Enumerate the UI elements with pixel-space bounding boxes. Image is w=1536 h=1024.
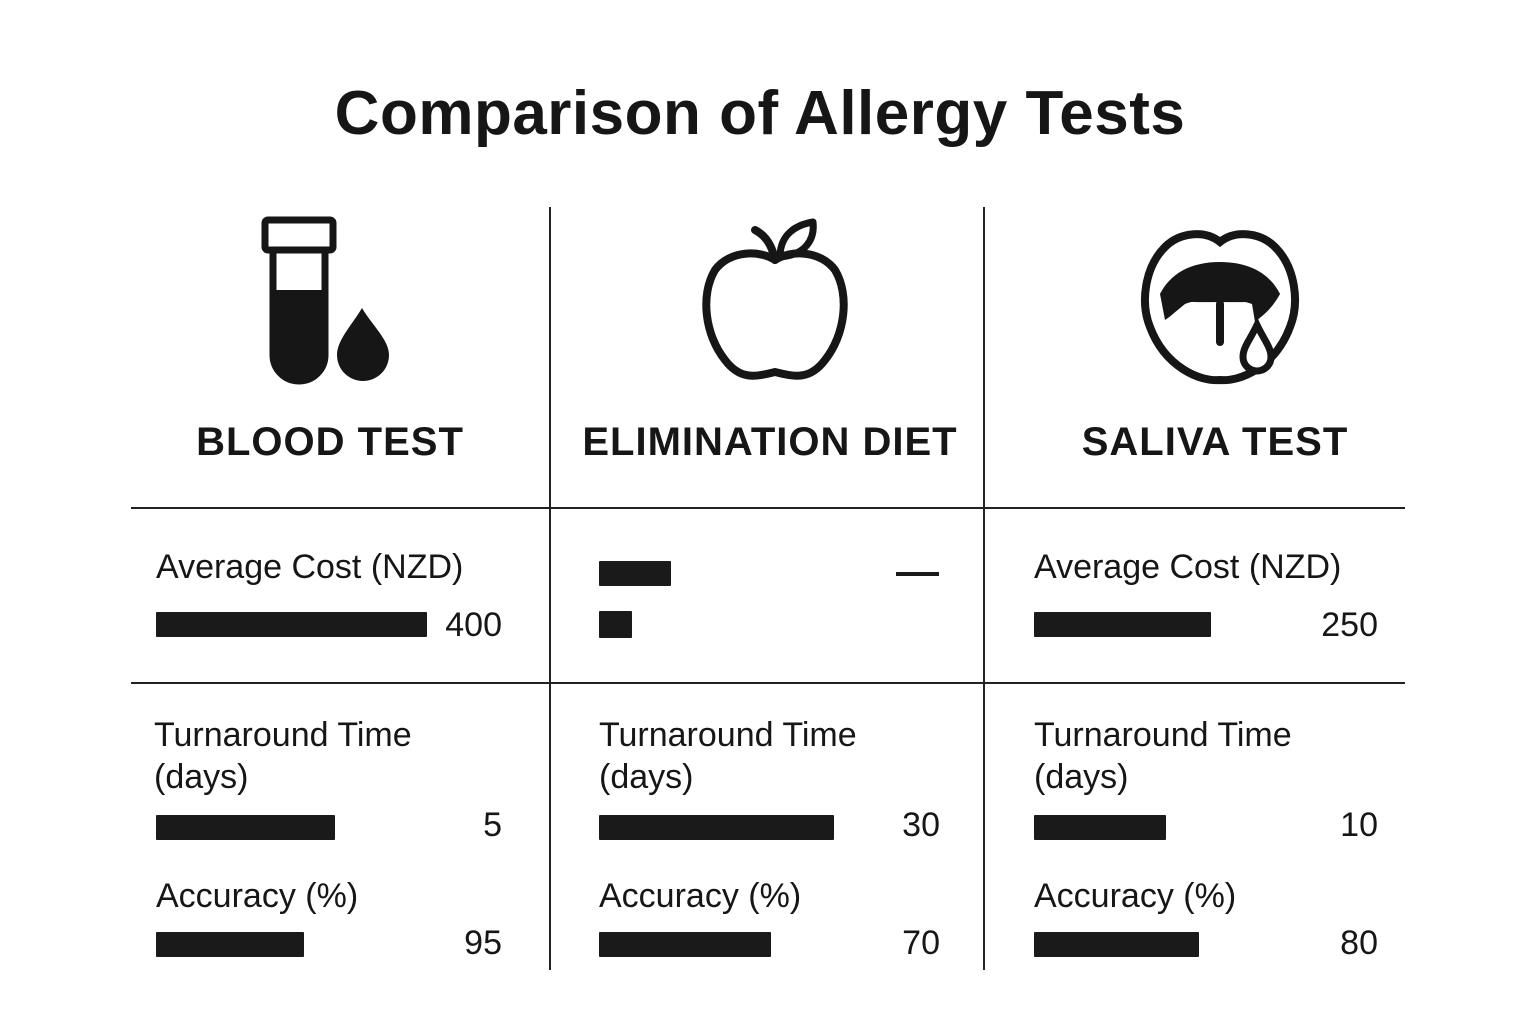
turnaround-label-saliva: Turnaround Time (days) — [1034, 716, 1292, 796]
column-divider — [983, 207, 985, 970]
turnaround-label-blood: Turnaround Time (days) — [154, 716, 412, 796]
row-divider — [131, 507, 1405, 509]
accuracy-label-blood: Accuracy (%) — [156, 877, 359, 915]
accuracy-bar-blood — [156, 932, 304, 957]
column-header-saliva-test: SALIVA TEST — [1081, 420, 1349, 464]
turnaround-value-elimination: 30 — [902, 806, 940, 844]
row-divider — [131, 682, 1405, 684]
accuracy-label-elimination: Accuracy (%) — [599, 877, 802, 915]
turnaround-value-saliva: 10 — [1340, 806, 1378, 844]
accuracy-value-blood: 95 — [464, 924, 502, 962]
accuracy-bar-elimination — [599, 932, 771, 957]
turnaround-bar-saliva — [1034, 815, 1166, 840]
cost-bar-saliva — [1034, 612, 1211, 637]
blood-test-tube-drop-icon — [261, 216, 389, 385]
accuracy-bar-saliva — [1034, 932, 1199, 957]
cost-label-blood: Average Cost (NZD) — [156, 548, 464, 586]
turnaround-label-elimination: Turnaround Time (days) — [599, 716, 857, 796]
turnaround-bar-blood — [156, 815, 335, 840]
mouth-tongue-drop-icon — [1141, 230, 1299, 385]
accuracy-value-saliva: 80 — [1340, 924, 1378, 962]
page-title: Comparison of Allergy Tests — [334, 79, 1186, 148]
cost-value-saliva: 250 — [1321, 606, 1378, 644]
turnaround-bar-elimination — [599, 815, 834, 840]
cost-bar-elimination — [599, 561, 671, 586]
column-divider — [549, 207, 551, 970]
accuracy-value-elimination: 70 — [902, 924, 940, 962]
cost-label-saliva: Average Cost (NZD) — [1034, 548, 1342, 586]
cost-bar-blood — [156, 612, 427, 637]
apple-icon — [702, 218, 848, 380]
column-header-elimination-diet: ELIMINATION DIET — [582, 420, 958, 464]
cost-value-elimination-dash — [896, 572, 939, 576]
accuracy-label-saliva: Accuracy (%) — [1034, 877, 1237, 915]
cost-bar-elimination-secondary — [599, 611, 632, 638]
cost-value-blood: 400 — [445, 606, 502, 644]
column-header-blood-test: BLOOD TEST — [196, 420, 464, 464]
turnaround-value-blood: 5 — [483, 806, 502, 844]
